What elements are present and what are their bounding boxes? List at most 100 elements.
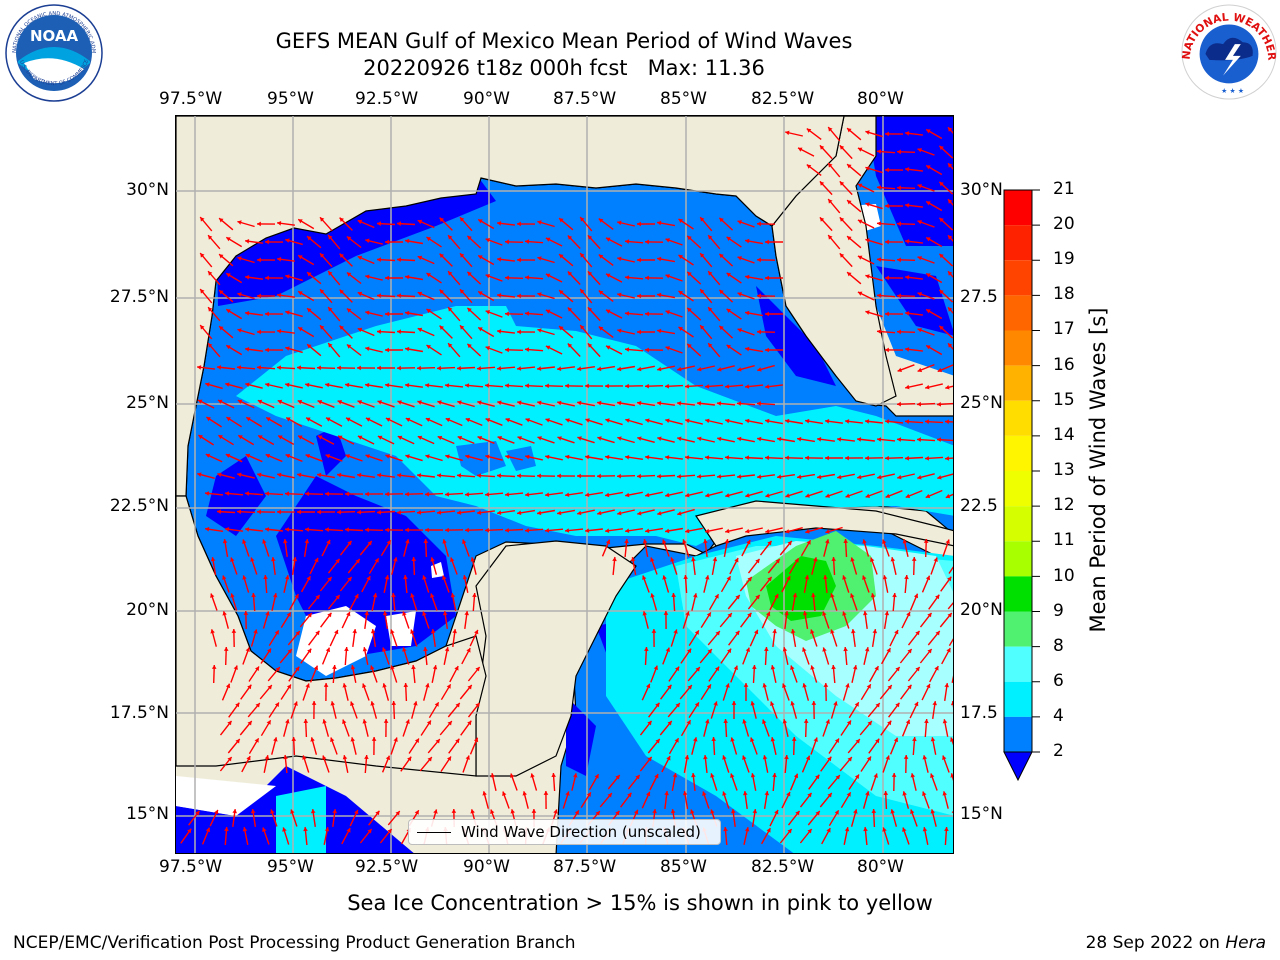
wave-arrow — [516, 221, 536, 227]
wave-arrow — [365, 274, 383, 281]
wave-arrow — [857, 183, 875, 193]
wave-arrow — [605, 309, 623, 319]
wave-arrow — [784, 611, 789, 629]
wave-arrow — [447, 234, 461, 250]
wave-arrow — [871, 628, 878, 648]
wave-arrow — [865, 490, 883, 498]
wave-arrow — [345, 454, 363, 462]
wave-arrow — [617, 292, 635, 299]
wave-arrow — [904, 574, 909, 594]
wave-arrow — [624, 538, 629, 558]
wave-arrow — [668, 666, 680, 682]
wave-arrow — [562, 791, 570, 809]
wave-arrow — [637, 436, 655, 443]
wave-arrow — [417, 219, 435, 229]
colorbar-tick: 16 — [1053, 355, 1075, 375]
wave-arrow — [419, 756, 433, 772]
wave-arrow — [799, 792, 813, 808]
wave-arrow — [822, 647, 830, 665]
wave-arrow — [670, 629, 678, 647]
wave-arrow — [285, 274, 303, 282]
wave-arrow — [801, 755, 811, 773]
wave-arrow — [882, 575, 889, 593]
wave-arrow — [718, 217, 734, 231]
wave-arrow — [411, 664, 416, 684]
wave-arrow — [537, 400, 555, 407]
wave-arrow — [846, 199, 862, 213]
wave-arrow — [827, 774, 841, 790]
host-name: Hera — [1225, 933, 1266, 953]
wave-arrow — [857, 255, 875, 265]
wave-arrow — [524, 528, 544, 533]
wave-arrow — [579, 288, 593, 304]
wave-arrow — [485, 454, 503, 461]
wave-arrow — [337, 400, 355, 408]
wave-arrow — [297, 254, 315, 266]
wave-arrow — [504, 492, 524, 497]
lat-label: 20°N — [126, 600, 169, 620]
wave-arrow — [245, 416, 263, 428]
wave-arrow — [410, 593, 418, 611]
wave-arrow — [846, 235, 862, 249]
wave-arrow — [720, 648, 732, 664]
wave-arrow — [237, 328, 255, 336]
wave-arrow — [305, 382, 323, 389]
wave-arrow — [524, 275, 544, 280]
wave-arrow — [323, 682, 329, 702]
wave-arrow — [822, 611, 830, 629]
wave-arrow — [497, 329, 515, 334]
wave-arrow — [902, 539, 909, 557]
wave-arrow — [449, 665, 459, 683]
wave-arrow — [884, 455, 904, 461]
wave-arrow — [884, 131, 904, 137]
wave-arrow — [889, 629, 899, 647]
wave-arrow — [423, 683, 430, 701]
ice-note: Sea Ice Concentration > 15% is shown in … — [347, 891, 933, 915]
wave-arrow — [787, 810, 801, 826]
wave-arrow — [256, 329, 276, 335]
wave-arrow — [362, 719, 369, 737]
colorbar-tick: 18 — [1053, 284, 1075, 304]
wave-arrow — [843, 827, 850, 845]
wave-arrow — [686, 235, 702, 249]
wave-arrow — [752, 664, 757, 684]
wave-arrow — [371, 593, 378, 611]
wave-arrow — [459, 684, 473, 700]
wave-arrow — [282, 827, 290, 845]
wave-arrow — [558, 217, 574, 231]
wave-arrow — [537, 436, 555, 444]
wave-arrow — [296, 365, 316, 371]
wave-arrow — [206, 416, 222, 428]
legend-line-icon — [417, 831, 451, 833]
wave-arrow — [465, 417, 483, 427]
wave-arrow — [391, 592, 396, 612]
wave-arrow — [537, 256, 555, 264]
wave-arrow — [686, 271, 702, 285]
wave-arrow — [587, 234, 601, 250]
wave-arrow — [359, 540, 373, 556]
wave-arrow — [919, 612, 933, 628]
wave-arrow — [851, 665, 858, 683]
wave-arrow — [464, 383, 484, 388]
wave-arrow — [730, 737, 738, 755]
wave-arrow — [259, 684, 273, 700]
wave-arrow — [884, 347, 904, 353]
wave-arrow — [431, 665, 438, 683]
wave-arrow — [710, 701, 718, 719]
wave-arrow — [717, 436, 735, 443]
wave-arrow — [884, 167, 904, 173]
wave-arrow — [350, 701, 358, 719]
wave-arrow — [297, 509, 315, 515]
wave-arrow — [396, 257, 416, 262]
wave-arrow — [909, 593, 919, 611]
wave-arrow — [691, 773, 696, 791]
wave-arrow — [880, 647, 892, 665]
wave-arrow — [567, 235, 581, 249]
wave-arrow — [317, 435, 335, 445]
wave-arrow — [637, 257, 655, 263]
wave-arrow — [624, 275, 644, 280]
wave-arrow — [280, 612, 292, 628]
wave-arrow — [485, 310, 503, 318]
wave-arrow — [910, 773, 917, 791]
wave-arrow — [332, 809, 337, 827]
